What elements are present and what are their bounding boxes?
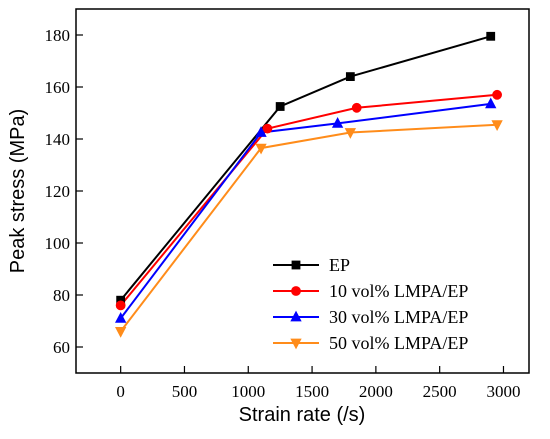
series-line-4 xyxy=(119,123,498,333)
x-tick-label: 1000 xyxy=(231,382,265,401)
data-point-marker xyxy=(486,31,496,41)
axis-ticks: 60 80 100 120 140 160 180 0 500 1000 1500 2000 2500 3… xyxy=(45,26,521,401)
data-point-marker xyxy=(491,120,503,132)
legend-label: EP xyxy=(329,255,350,275)
data-point-marker xyxy=(114,312,127,323)
data-point-marker xyxy=(262,123,273,134)
data-point-marker xyxy=(275,102,285,111)
y-tick-label: 160 xyxy=(45,78,71,97)
data-point-marker xyxy=(351,102,362,113)
legend-marker xyxy=(290,338,302,350)
data-point-marker xyxy=(492,89,502,100)
legend-marker xyxy=(291,286,301,296)
data-point-marker xyxy=(485,97,497,109)
series-line-1 xyxy=(119,35,491,301)
data-point-marker xyxy=(255,126,267,137)
series-markers xyxy=(114,31,503,338)
y-tick-label: 100 xyxy=(45,234,71,253)
legend: EP 10 vol% LMPA/EP 30 vol% LMPA/EP 50 vol% … xyxy=(273,255,468,353)
x-tick-label: 500 xyxy=(172,382,198,401)
legend-marker xyxy=(291,260,301,270)
data-point-marker xyxy=(115,300,126,311)
data-point-marker xyxy=(344,128,357,139)
series-line-2 xyxy=(119,93,498,307)
data-point-marker xyxy=(255,143,267,155)
x-tick-label: 2000 xyxy=(359,382,393,401)
data-point-marker xyxy=(345,72,355,81)
legend-marker xyxy=(290,310,302,322)
y-tick-label: 80 xyxy=(53,286,70,305)
y-tick-label: 60 xyxy=(53,338,70,357)
y-axis-title: Peak stress (MPa) xyxy=(7,109,29,273)
x-axis-title: Strain rate (/s) xyxy=(239,404,366,426)
legend-label: 30 vol% LMPA/EP xyxy=(329,307,468,327)
y-tick-label: 180 xyxy=(45,26,71,45)
legend-label: 50 vol% LMPA/EP xyxy=(329,333,468,353)
y-tick-label: 120 xyxy=(45,182,71,201)
data-point-marker xyxy=(331,117,344,128)
x-tick-label: 2500 xyxy=(423,382,457,401)
data-point-marker xyxy=(114,326,127,338)
x-tick-label: 3000 xyxy=(486,382,520,401)
legend-label: 10 vol% LMPA/EP xyxy=(329,281,468,301)
series-line-3 xyxy=(119,102,491,320)
y-tick-label: 140 xyxy=(45,130,71,149)
series-lines xyxy=(119,35,498,333)
x-tick-label: 0 xyxy=(116,382,125,401)
x-tick-label: 1500 xyxy=(295,382,329,401)
